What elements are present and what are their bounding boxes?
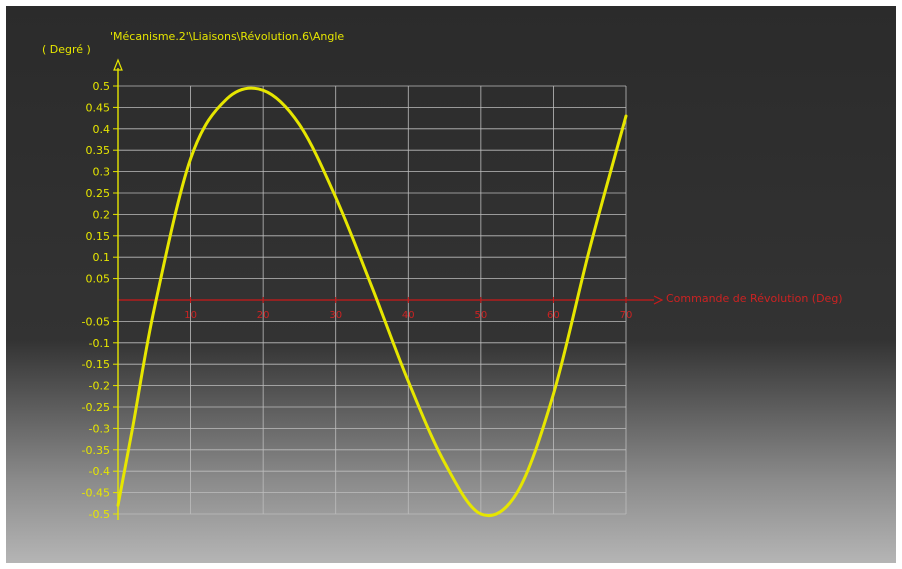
y-axis: 0.5 0.45 0.4 0.35 0.3 0.25 0.2 0.15 0.1 0.05 -0.05… xyxy=(82,58,123,521)
x-tick-label: 20 xyxy=(257,310,270,321)
y-tick-label: -0.4 xyxy=(89,465,110,478)
y-tick-label: 0.45 xyxy=(86,101,111,114)
x-tick-label: 60 xyxy=(547,310,560,321)
line-chart: 10 20 30 40 50 60 70 0.50.450.40.350.30.250.20… xyxy=(42,30,843,521)
y-tick-label: -0.45 xyxy=(82,487,110,500)
y-tick-label: -0.3 xyxy=(89,422,110,435)
x-tick-label: 30 xyxy=(329,310,342,321)
x-tick-label: 70 xyxy=(620,310,633,321)
chart-title: 'Mécanisme.2'\Liaisons\Révolution.6\Angl… xyxy=(110,30,344,43)
y-axis-label: ( Degré ) xyxy=(42,43,91,56)
x-tick-label: 50 xyxy=(474,310,487,321)
y-tick-label: 0.05 xyxy=(86,273,111,286)
x-tick-label: 40 xyxy=(402,310,415,321)
series-layer xyxy=(116,86,628,518)
y-tick-label: 0.5 xyxy=(93,80,111,93)
y-tick-label: 0.25 xyxy=(86,187,111,200)
x-tick-label: 10 xyxy=(184,310,197,321)
y-tick-label: -0.15 xyxy=(82,358,110,371)
y-tick-label: 0.35 xyxy=(86,144,111,157)
y-tick-label: -0.35 xyxy=(82,444,110,457)
y-tick-label: -0.2 xyxy=(89,380,110,393)
series-line xyxy=(116,86,628,518)
y-tick-label: -0.1 xyxy=(89,337,110,350)
y-axis-arrow xyxy=(113,58,123,71)
y-tick-label: -0.05 xyxy=(82,315,110,328)
x-axis-arrow xyxy=(653,295,664,305)
x-axis: 10 20 30 40 50 60 70 xyxy=(118,295,664,321)
y-tick-label: 0.1 xyxy=(93,251,111,264)
y-tick-label: -0.5 xyxy=(89,508,110,521)
y-tick-label: 0.2 xyxy=(93,208,111,221)
x-axis-label: Commande de Révolution (Deg) xyxy=(666,292,843,305)
chart-background: 10 20 30 40 50 60 70 0.5 0.45 0.4 0.35 0.3 0.25 0.2 0… xyxy=(6,6,896,563)
y-tick-label: 0.4 xyxy=(93,123,111,136)
y-tick-label: -0.25 xyxy=(82,401,110,414)
y-tick-label: 0.15 xyxy=(86,230,111,243)
y-tick-label: 0.3 xyxy=(93,166,111,179)
